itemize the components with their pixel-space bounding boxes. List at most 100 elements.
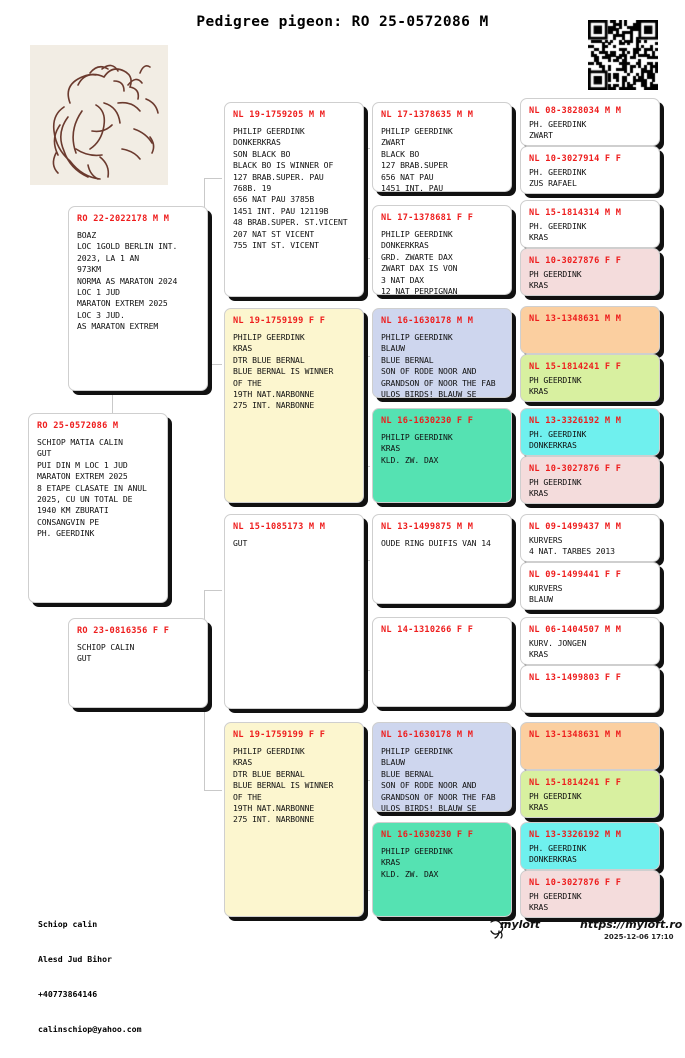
card-gen4-8[interactable]: NL 10-3027876 F F PH GEERDINK KRAS	[520, 456, 660, 504]
card-gen3-5[interactable]: NL 13-1499875 M M OUDE RING DUIFIS VAN 1…	[372, 514, 512, 604]
pigeon-line-drawing-icon	[30, 45, 168, 185]
owner-phone: +40773864146	[38, 988, 98, 999]
connector	[204, 178, 222, 179]
card-ring-number: NL 10-3027876 F F	[529, 256, 622, 266]
owner-block: Schiop calin Alesd Jud Bihor +4077386414…	[38, 896, 142, 1058]
card-ring-number: NL 19-1759205 M M	[233, 110, 326, 120]
card-details: PH GEERDINK KRAS	[529, 791, 582, 813]
card-details: PH GEERDINK KRAS	[529, 477, 582, 499]
card-gen2-3[interactable]: NL 15-1085173 M M GUT	[224, 514, 364, 709]
card-gen4-16[interactable]: NL 10-3027876 F F PH GEERDINK KRAS	[520, 870, 660, 918]
page-title: Pedigree pigeon: RO 25-0572086 M	[196, 14, 489, 30]
card-details: PHILIP GEERDINK KRAS KLD. ZW. DAX	[381, 432, 453, 465]
card-ring-number: NL 10-3027876 F F	[529, 464, 622, 474]
card-gen4-11[interactable]: NL 06-1404507 M M KURV. JONGEN KRAS	[520, 617, 660, 665]
card-details: PH GEERDINK KRAS	[529, 891, 582, 913]
owner-email: calinschiop@yahoo.com	[38, 1023, 142, 1034]
card-gen4-10[interactable]: NL 09-1499441 F F KURVERS BLAUW	[520, 562, 660, 610]
pedigree-sheet: Pedigree pigeon: RO 25-0572086 M	[28, 14, 682, 1034]
dove-logo-icon	[487, 916, 513, 944]
card-ring-number: NL 17-1378681 F F	[381, 213, 474, 223]
card-ring-number: NL 14-1310266 F F	[381, 625, 474, 635]
card-details: SCHIOP MATIA CALIN GUT PUI DIN M LOC 1 J…	[37, 437, 147, 539]
generated-timestamp: 2025-12-06 17:10	[604, 933, 674, 941]
card-gen4-14[interactable]: NL 15-1814241 F F PH GEERDINK KRAS	[520, 770, 660, 818]
card-gen3-2[interactable]: NL 17-1378681 F F PHILIP GEERDINK DONKER…	[372, 205, 512, 295]
card-ring-number: NL 13-1499803 F F	[529, 673, 622, 683]
card-details: PHILIP GEERDINK DONKERKRAS GRD. ZWARTE D…	[381, 229, 458, 295]
card-details: PHILIP GEERDINK KRAS DTR BLUE BERNAL BLU…	[233, 332, 334, 411]
brand-block: myloft https://myloft.ro 2025-12-06 17:1…	[490, 916, 682, 956]
card-ring-number: NL 16-1630178 M M	[381, 730, 474, 740]
card-ring-number: NL 10-3027876 F F	[529, 878, 622, 888]
card-gen1-sire[interactable]: RO 22-2022178 M M BOAZ LOC 1GOLD BERLIN …	[68, 206, 208, 391]
card-gen4-6[interactable]: NL 15-1814241 F F PH GEERDINK KRAS	[520, 354, 660, 402]
card-gen4-13[interactable]: NL 13-1348631 M M	[520, 722, 660, 770]
card-gen4-12[interactable]: NL 13-1499803 F F	[520, 665, 660, 713]
card-gen3-1[interactable]: NL 17-1378635 M M PHILIP GEERDINK ZWART …	[372, 102, 512, 192]
card-gen3-7[interactable]: NL 16-1630178 M M PHILIP GEERDINK BLAUW …	[372, 722, 512, 812]
card-details: PH. GEERDINK ZUS RAFAEL	[529, 167, 587, 189]
card-gen4-5[interactable]: NL 13-1348631 M M	[520, 306, 660, 354]
card-gen4-15[interactable]: NL 13-3326192 M M PH. GEERDINK DONKERKRA…	[520, 822, 660, 870]
card-details: PH. GEERDINK DONKERKRAS	[529, 843, 587, 865]
card-gen2-2[interactable]: NL 19-1759199 F F PHILIP GEERDINK KRAS D…	[224, 308, 364, 503]
card-details: PH GEERDINK KRAS	[529, 375, 582, 397]
card-gen4-3[interactable]: NL 15-1814314 M M PH. GEERDINK KRAS	[520, 200, 660, 248]
connector	[204, 364, 222, 365]
qr-code	[588, 20, 658, 90]
card-ring-number: NL 15-1814241 F F	[529, 362, 622, 372]
card-gen4-9[interactable]: NL 09-1499437 M M KURVERS 4 NAT. TARBES …	[520, 514, 660, 562]
card-ring-number: NL 13-1348631 M M	[529, 314, 622, 324]
card-gen4-7[interactable]: NL 13-3326192 M M PH. GEERDINK DONKERKRA…	[520, 408, 660, 456]
connector	[204, 590, 222, 591]
card-gen2-4[interactable]: NL 19-1759199 F F PHILIP GEERDINK KRAS D…	[224, 722, 364, 917]
card-ring-number: NL 19-1759199 F F	[233, 730, 326, 740]
card-ring-number: NL 13-1348631 M M	[529, 730, 622, 740]
card-details: BOAZ LOC 1GOLD BERLIN INT. 2023, LA 1 AN…	[77, 230, 178, 332]
card-gen1-dam[interactable]: RO 23-0816356 F F SCHIOP CALIN GUT	[68, 618, 208, 708]
card-details: PH. GEERDINK KRAS	[529, 221, 587, 243]
card-details: KURV. JONGEN KRAS	[529, 638, 587, 660]
card-ring-number: NL 10-3027914 F F	[529, 154, 622, 164]
card-gen4-1[interactable]: NL 08-3828034 M M PH. GEERDINK ZWART	[520, 98, 660, 146]
card-ring-number: RO 23-0816356 F F	[77, 626, 170, 636]
card-gen3-6[interactable]: NL 14-1310266 F F	[372, 617, 512, 707]
card-gen4-4[interactable]: NL 10-3027876 F F PH GEERDINK KRAS	[520, 248, 660, 296]
card-ring-number: NL 13-3326192 M M	[529, 416, 622, 426]
brand-name: myloft	[500, 918, 541, 931]
card-details: PH. GEERDINK ZWART	[529, 119, 587, 141]
card-details: PH. GEERDINK DONKERKRAS	[529, 429, 587, 451]
card-details: GUT	[233, 538, 248, 548]
card-ring-number: RO 25-0572086 M	[37, 421, 119, 431]
card-gen2-1[interactable]: NL 19-1759205 M M PHILIP GEERDINK DONKER…	[224, 102, 364, 297]
card-details: KURVERS BLAUW	[529, 583, 563, 605]
card-gen3-4[interactable]: NL 16-1630230 F F PHILIP GEERDINK KRAS K…	[372, 408, 512, 503]
card-ring-number: NL 16-1630230 F F	[381, 830, 474, 840]
card-ring-number: NL 16-1630230 F F	[381, 416, 474, 426]
card-details: PHILIP GEERDINK KRAS DTR BLUE BERNAL BLU…	[233, 746, 334, 825]
card-ring-number: NL 19-1759199 F F	[233, 316, 326, 326]
card-details: KURVERS 4 NAT. TARBES 2013	[529, 535, 615, 557]
card-details: PHILIP GEERDINK DONKERKRAS SON BLACK BO …	[233, 126, 348, 251]
card-ring-number: NL 15-1814314 M M	[529, 208, 622, 218]
owner-name: Schiop calin	[38, 919, 98, 930]
card-gen4-2[interactable]: NL 10-3027914 F F PH. GEERDINK ZUS RAFAE…	[520, 146, 660, 194]
card-ring-number: NL 06-1404507 M M	[529, 625, 622, 635]
card-details: SCHIOP CALIN GUT	[77, 642, 135, 664]
brand-url[interactable]: https://myloft.ro	[580, 918, 683, 931]
card-subject[interactable]: RO 25-0572086 M SCHIOP MATIA CALIN GUT P…	[28, 413, 168, 603]
card-details: PHILIP GEERDINK BLAUW BLUE BERNAL SON OF…	[381, 746, 496, 812]
card-ring-number: NL 17-1378635 M M	[381, 110, 474, 120]
card-ring-number: NL 15-1814241 F F	[529, 778, 622, 788]
card-ring-number: NL 13-3326192 M M	[529, 830, 622, 840]
card-gen3-8[interactable]: NL 16-1630230 F F PHILIP GEERDINK KRAS K…	[372, 822, 512, 917]
card-details: PHILIP GEERDINK KRAS KLD. ZW. DAX	[381, 846, 453, 879]
card-ring-number: NL 09-1499441 F F	[529, 570, 622, 580]
card-details: PHILIP GEERDINK ZWART BLACK BO 127 BRAB.…	[381, 126, 453, 192]
pigeon-photo	[30, 45, 168, 185]
connector	[204, 790, 222, 791]
card-ring-number: NL 16-1630178 M M	[381, 316, 474, 326]
card-ring-number: NL 09-1499437 M M	[529, 522, 622, 532]
card-gen3-3[interactable]: NL 16-1630178 M M PHILIP GEERDINK BLAUW …	[372, 308, 512, 398]
